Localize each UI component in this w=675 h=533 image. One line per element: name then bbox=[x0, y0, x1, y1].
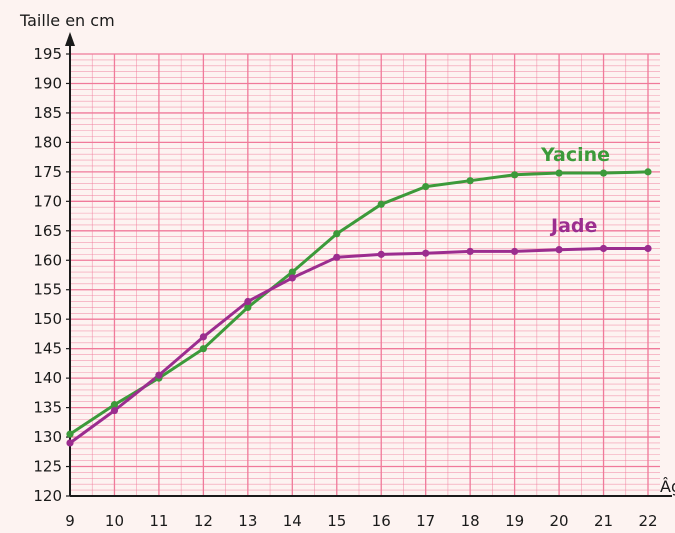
x-tick-label: 14 bbox=[283, 512, 302, 530]
axes bbox=[65, 32, 672, 497]
x-tick-label: 16 bbox=[372, 512, 391, 530]
data-point-yacine bbox=[466, 177, 474, 185]
y-tick-label: 170 bbox=[33, 192, 62, 210]
data-point-yacine bbox=[599, 169, 608, 177]
x-axis-title: Âge bbox=[660, 477, 675, 496]
x-tick-label: 9 bbox=[65, 512, 75, 530]
series-lines bbox=[69, 170, 649, 445]
x-tick-label: 22 bbox=[638, 512, 657, 530]
y-tick-label: 135 bbox=[33, 399, 62, 417]
minor-gridlines bbox=[70, 54, 660, 496]
data-point-jade bbox=[466, 247, 474, 256]
data-point-yacine bbox=[511, 171, 519, 179]
series-label-jade: Jade bbox=[549, 215, 597, 237]
series-line-yacine bbox=[69, 170, 649, 436]
data-point-jade bbox=[511, 247, 519, 256]
series-points bbox=[66, 168, 652, 447]
data-point-jade bbox=[333, 253, 341, 261]
data-point-yacine bbox=[288, 268, 296, 276]
y-tick-label: 140 bbox=[33, 369, 62, 387]
series-line-jade bbox=[69, 247, 648, 445]
x-tick-label: 11 bbox=[149, 512, 168, 530]
y-tick-label: 185 bbox=[33, 104, 62, 122]
data-point-jade bbox=[555, 246, 563, 254]
data-point-jade bbox=[599, 244, 608, 253]
y-tick-label: 190 bbox=[33, 74, 62, 92]
data-point-yacine bbox=[377, 200, 385, 208]
y-tick-label: 175 bbox=[33, 163, 62, 181]
data-point-yacine bbox=[422, 183, 430, 191]
y-tick-label: 165 bbox=[33, 222, 62, 240]
y-tick-label: 155 bbox=[33, 281, 62, 299]
data-point-jade bbox=[377, 250, 385, 258]
data-point-yacine bbox=[555, 169, 563, 177]
data-point-yacine bbox=[644, 168, 652, 176]
x-tick-label: 20 bbox=[550, 512, 569, 530]
data-point-yacine bbox=[110, 401, 119, 409]
data-point-yacine bbox=[66, 430, 74, 438]
data-point-jade bbox=[155, 371, 163, 379]
data-point-jade bbox=[288, 274, 296, 282]
data-point-jade bbox=[199, 333, 207, 341]
y-tick-label: 130 bbox=[33, 428, 62, 446]
data-point-jade bbox=[66, 439, 74, 447]
x-tick-label: 21 bbox=[594, 512, 613, 530]
y-axis-arrow bbox=[65, 32, 75, 46]
x-tick-label: 15 bbox=[327, 512, 346, 530]
y-tick-label: 150 bbox=[33, 310, 62, 328]
series-label-yacine: Yacine bbox=[540, 144, 610, 166]
y-tick-labels: 120 125 130 135 140 145 150 155 160 165 170 175 180 1… bbox=[33, 45, 70, 505]
data-point-jade bbox=[644, 244, 652, 253]
data-point-yacine bbox=[333, 230, 341, 238]
y-tick-label: 145 bbox=[33, 340, 62, 358]
data-point-yacine bbox=[199, 345, 207, 353]
x-tick-labels: 9 10 11 12 13 14 15 16 17 18 19 20 21 22 bbox=[65, 512, 657, 530]
y-tick-label: 120 bbox=[33, 487, 62, 505]
x-tick-label: 12 bbox=[194, 512, 213, 530]
data-point-jade bbox=[422, 249, 430, 257]
major-gridlines bbox=[70, 53, 660, 497]
data-point-jade bbox=[244, 297, 252, 306]
y-axis-title: Taille en cm bbox=[19, 11, 115, 30]
y-tick-label: 125 bbox=[33, 458, 62, 476]
y-tick-label: 180 bbox=[33, 133, 62, 151]
data-point-yacine bbox=[244, 303, 252, 312]
x-tick-label: 10 bbox=[105, 512, 124, 530]
x-tick-label: 19 bbox=[505, 512, 524, 530]
x-tick-label: 13 bbox=[238, 512, 257, 530]
y-tick-label: 195 bbox=[33, 45, 62, 63]
x-tick-label: 17 bbox=[416, 512, 435, 530]
y-tick-label: 160 bbox=[33, 251, 62, 269]
x-tick-label: 18 bbox=[461, 512, 480, 530]
data-point-jade bbox=[110, 406, 119, 415]
